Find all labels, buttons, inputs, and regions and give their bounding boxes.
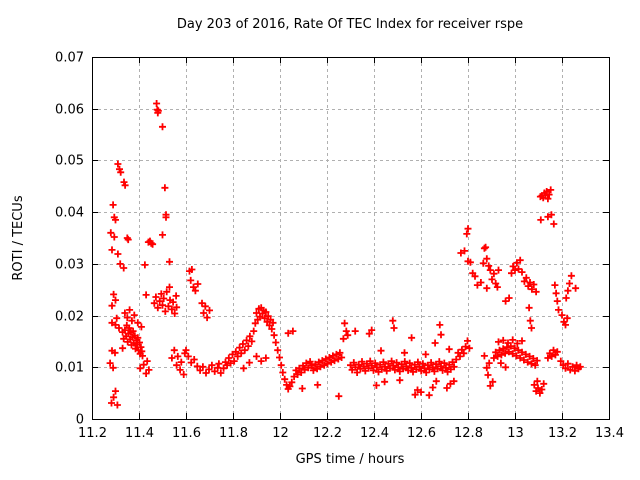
- x-tick-label: 12.4: [360, 426, 389, 441]
- y-tick-label: 0.05: [55, 154, 84, 169]
- x-tick-label: 13: [507, 426, 524, 441]
- y-tick-label: 0.01: [55, 361, 84, 376]
- x-tick-label: 11.4: [125, 426, 154, 441]
- grid-lines: [92, 57, 609, 419]
- x-tick-label: 13.4: [595, 426, 624, 441]
- data-point-markers-ROTI: [106, 100, 584, 409]
- y-tick-label: 0.02: [55, 310, 84, 325]
- chart-title: Day 203 of 2016, Rate Of TEC Index for r…: [177, 17, 523, 32]
- y-axis-label: ROTI / TECUs: [11, 195, 26, 280]
- x-tick-label: 12.8: [454, 426, 483, 441]
- x-tick-label: 11.2: [78, 426, 107, 441]
- y-tick-label: 0.07: [55, 51, 84, 66]
- x-tick-label: 11.6: [172, 426, 201, 441]
- data-points-group: [106, 100, 584, 409]
- x-tick-label: 12.2: [313, 426, 342, 441]
- x-axis-label: GPS time / hours: [296, 452, 405, 467]
- y-tick-labels: 0 0.01 0.02 0.03 0.04 0.05 0.06 0.07: [55, 51, 84, 428]
- y-tick-label: 0: [76, 413, 84, 428]
- plot-border: [92, 57, 610, 420]
- y-tick-label: 0.03: [55, 258, 84, 273]
- x-tick-label: 11.8: [219, 426, 248, 441]
- y-tick-label: 0.04: [55, 206, 84, 221]
- x-tick-labels: 11.2 11.4 11.6 11.8 12 12.2 12.4 12.6 12.8 13 13.2…: [78, 426, 624, 441]
- x-tick-label: 12: [272, 426, 289, 441]
- y-tick-label: 0.06: [55, 103, 84, 118]
- tick-marks: [92, 57, 610, 420]
- x-tick-label: 13.2: [548, 426, 577, 441]
- x-tick-label: 12.6: [407, 426, 436, 441]
